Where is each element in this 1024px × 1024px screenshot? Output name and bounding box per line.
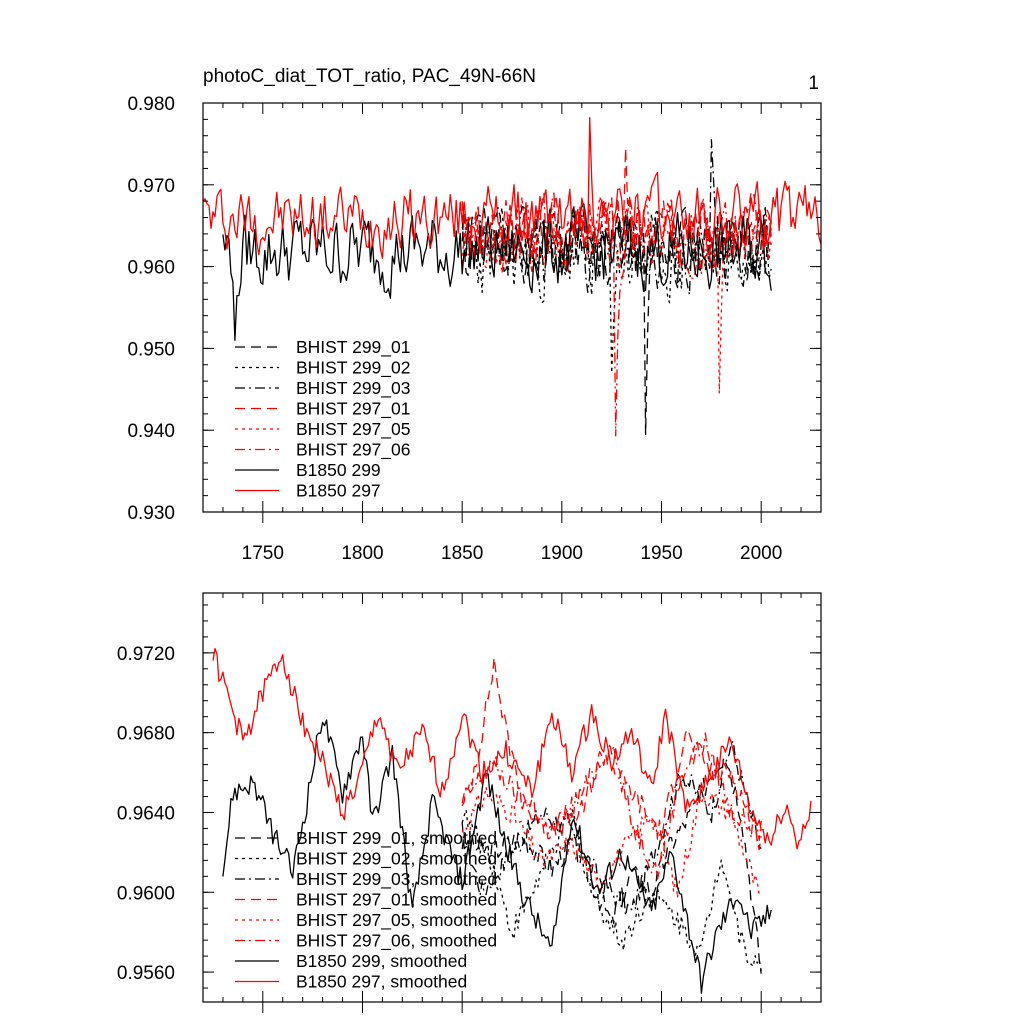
series-line-1 bbox=[461, 206, 772, 374]
y-tick-label: 0.9560 bbox=[117, 963, 175, 984]
y-tick-label: 0.930 bbox=[127, 503, 175, 524]
series-line-5 bbox=[461, 732, 762, 880]
y-tick-label: 0.9680 bbox=[117, 724, 175, 745]
series-line-2 bbox=[461, 740, 762, 917]
legend-label: B1850 297 bbox=[296, 481, 381, 501]
legend-label: BHIST 299_02 bbox=[296, 358, 410, 379]
series-line-0 bbox=[461, 761, 762, 974]
series-line-7 bbox=[203, 117, 821, 259]
series-group bbox=[212, 647, 812, 994]
x-tick-label: 2000 bbox=[740, 543, 782, 564]
y-tick-label: 0.960 bbox=[127, 258, 175, 279]
legend-label: BHIST 297_05 bbox=[296, 419, 410, 440]
x-tick-label: 1850 bbox=[441, 543, 483, 564]
legend-label: BHIST 297_06 bbox=[296, 440, 410, 461]
y-tick-label: 0.9600 bbox=[117, 883, 175, 904]
series-line-6 bbox=[222, 719, 772, 994]
x-tick-label: 1800 bbox=[341, 543, 383, 564]
x-tick-label: 1950 bbox=[640, 543, 682, 564]
x-tick-label: 1750 bbox=[242, 543, 284, 564]
x-tick-label: 1900 bbox=[541, 543, 583, 564]
plot-frame bbox=[202, 102, 822, 513]
legend-label: BHIST 297_06, smoothed bbox=[296, 931, 497, 952]
legend-label: BHIST 297_01, smoothed bbox=[296, 890, 497, 911]
legend-label: B1850 299 bbox=[296, 460, 381, 480]
legend-label: BHIST 297_05, smoothed bbox=[296, 910, 497, 931]
series-group bbox=[203, 117, 821, 437]
legend-label: BHIST 299_01 bbox=[296, 337, 410, 358]
y-tick-label: 0.940 bbox=[127, 421, 175, 442]
y-tick-label: 0.9640 bbox=[117, 803, 175, 824]
legend-label: BHIST 299_02, smoothed bbox=[296, 849, 497, 870]
series-line-1 bbox=[461, 808, 762, 972]
series-line-2 bbox=[461, 139, 772, 296]
plot-frame bbox=[202, 592, 822, 1003]
legend-label: B1850 297, smoothed bbox=[296, 972, 467, 992]
legend-label: BHIST 299_03 bbox=[296, 378, 410, 399]
legend-label: BHIST 297_01 bbox=[296, 399, 410, 420]
series-line-5 bbox=[461, 192, 772, 437]
y-tick-label: 0.970 bbox=[127, 176, 175, 197]
legend-label: BHIST 299_01, smoothed bbox=[296, 828, 497, 849]
y-tick-label: 0.980 bbox=[127, 94, 175, 115]
legend-label: BHIST 299_03, smoothed bbox=[296, 869, 497, 890]
series-line-7 bbox=[212, 647, 812, 850]
legend-label: B1850 299, smoothed bbox=[296, 951, 467, 971]
chart-title: photoC_diat_TOT_ratio, PAC_49N-66N bbox=[203, 66, 536, 87]
y-tick-label: 0.950 bbox=[127, 339, 175, 360]
panel-label: 1 bbox=[808, 73, 819, 94]
panel-bottom: 0.9560 0.9600 0.9640 0.9680 0.9720 BHIST 299_… bbox=[117, 592, 822, 1013]
y-tick-label: 0.9720 bbox=[117, 644, 175, 665]
series-line-4 bbox=[461, 786, 762, 899]
panel-top: 0.930 0.940 0.950 0.960 0.970 0.980 1750 1800 18… bbox=[127, 66, 822, 564]
